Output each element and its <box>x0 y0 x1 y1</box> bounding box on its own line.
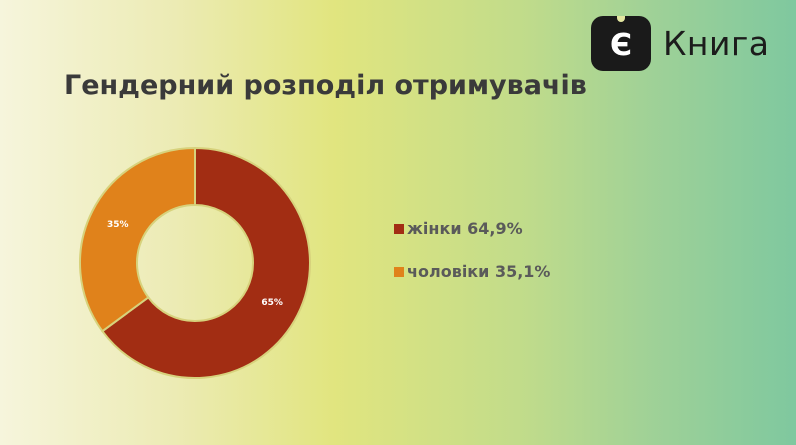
slice-men <box>79 146 196 333</box>
book-logo-icon: Є <box>591 16 651 71</box>
legend-item-men: чоловіки 35,1% <box>394 259 550 284</box>
chart-title: Гендерний розподіл отримувачів <box>64 70 587 101</box>
legend-swatch-men <box>394 266 404 277</box>
brand-logo: Є Книга <box>591 16 770 71</box>
data-label-men: 35% <box>107 220 129 230</box>
chart-legend: жінки 64,9% чоловіки 35,1% <box>394 216 550 302</box>
legend-swatch-women <box>394 223 404 234</box>
brand-name: Книга <box>663 24 770 63</box>
donut-chart: 65% 35% <box>79 146 311 379</box>
legend-label-men: чоловіки 35,1% <box>407 262 551 281</box>
slice-women <box>100 146 311 379</box>
logo-glyph: Є <box>609 27 633 63</box>
legend-label-women: жінки 64,9% <box>407 219 523 238</box>
legend-item-women: жінки 64,9% <box>394 216 550 241</box>
data-label-women: 65% <box>261 298 283 308</box>
